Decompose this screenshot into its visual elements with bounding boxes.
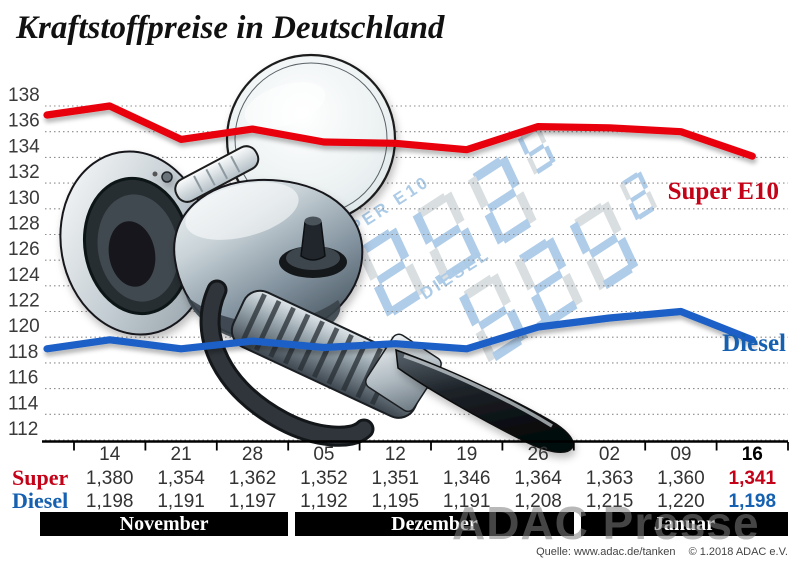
super-value-cell: 1,351 bbox=[371, 468, 420, 489]
date-cell: 09 bbox=[670, 444, 692, 465]
y-tick-label: 114 bbox=[8, 393, 39, 414]
diesel-row-label: Diesel bbox=[12, 488, 69, 513]
y-tick-label: 130 bbox=[8, 188, 40, 209]
press-watermark: ADAC Presse bbox=[452, 497, 760, 549]
source-line: Quelle: www.adac.de/tanken © 1.2018 ADAC… bbox=[526, 546, 788, 558]
super-value-cell: 1,380 bbox=[85, 468, 134, 489]
month-bar-januar: Januar bbox=[580, 512, 788, 536]
y-tick-label: 134 bbox=[8, 136, 40, 157]
super-e10-line bbox=[43, 102, 756, 160]
diesel-value-cell: 1,191 bbox=[442, 491, 491, 512]
super-value-cell: 1,354 bbox=[157, 468, 205, 489]
month-bar-dezember: Dezember bbox=[295, 512, 574, 536]
date-cell: 28 bbox=[241, 444, 264, 465]
super-value-cell: 1,362 bbox=[228, 468, 277, 489]
diesel-value-cell: 1,208 bbox=[514, 491, 562, 512]
date-cell: 21 bbox=[170, 444, 192, 465]
super-e10-series-label: Super E10 bbox=[667, 178, 779, 205]
diesel-value-cell: 1,197 bbox=[228, 491, 277, 512]
seven-segment-digits bbox=[347, 124, 562, 320]
super-value-cell: 1,341 bbox=[728, 468, 777, 489]
super-value-cell: 1,360 bbox=[657, 468, 705, 489]
diesel-value-cell: 1,192 bbox=[300, 491, 348, 512]
y-tick-label: 112 bbox=[8, 419, 38, 440]
y-tick-label: 120 bbox=[8, 316, 40, 337]
y-axis-labels: 138 136 134 132 130 128 126 124 122 120 118 116 114 1… bbox=[8, 85, 40, 440]
page-title: Kraftstoffpreise in Deutschland bbox=[16, 10, 445, 46]
y-tick-label: 118 bbox=[8, 342, 38, 363]
y-tick-label: 122 bbox=[8, 291, 40, 312]
diesel-line bbox=[43, 307, 756, 353]
copyright-text: © 1.2018 ADAC e.V. bbox=[688, 546, 788, 558]
date-cell: 12 bbox=[384, 444, 406, 465]
diesel-value-cell: 1,195 bbox=[371, 491, 420, 512]
y-tick-label: 132 bbox=[8, 162, 40, 183]
diesel-value-cell: 1,215 bbox=[585, 491, 634, 512]
date-cell: 16 bbox=[741, 444, 763, 465]
display-diesel: DIESEL bbox=[417, 169, 663, 365]
date-cell: 19 bbox=[456, 444, 478, 465]
series-lines bbox=[43, 102, 756, 353]
x-axis bbox=[42, 440, 789, 451]
y-tick-label: 136 bbox=[8, 111, 40, 132]
y-tick-label: 126 bbox=[8, 239, 40, 260]
diesel-series-label: Diesel bbox=[722, 330, 786, 357]
date-cell: 14 bbox=[99, 444, 121, 465]
nozzle-spout bbox=[395, 348, 574, 454]
diesel-value-cell: 1,198 bbox=[728, 491, 777, 512]
y-tick-label: 124 bbox=[8, 265, 40, 286]
y-tick-label: 116 bbox=[8, 368, 38, 389]
nozzle-knob bbox=[279, 216, 347, 278]
trigger-guard bbox=[199, 279, 375, 447]
y-tick-label: 138 bbox=[8, 85, 40, 106]
date-cell: 05 bbox=[313, 444, 335, 465]
diesel-value-cell: 1,198 bbox=[85, 491, 134, 512]
date-cell: 26 bbox=[527, 444, 549, 465]
super-value-cell: 1,352 bbox=[300, 468, 348, 489]
nozzle-lever bbox=[174, 145, 260, 203]
super-value-cell: 1,363 bbox=[585, 468, 634, 489]
super-row-label: Super bbox=[12, 465, 69, 490]
display-diesel-label: DIESEL bbox=[417, 244, 494, 303]
super-value-cell: 1,364 bbox=[514, 468, 562, 489]
hose-ring-icon bbox=[59, 150, 211, 336]
super-value-cell: 1,346 bbox=[442, 468, 491, 489]
date-cell: 02 bbox=[598, 444, 621, 465]
y-tick-label: 128 bbox=[8, 214, 40, 235]
month-bar-november: November bbox=[40, 512, 289, 536]
diesel-value-cell: 1,191 bbox=[157, 491, 205, 512]
source-url: Quelle: www.adac.de/tanken bbox=[536, 546, 676, 558]
diesel-value-cell: 1,220 bbox=[657, 491, 705, 512]
fuel-nozzle-illustration bbox=[59, 53, 574, 454]
